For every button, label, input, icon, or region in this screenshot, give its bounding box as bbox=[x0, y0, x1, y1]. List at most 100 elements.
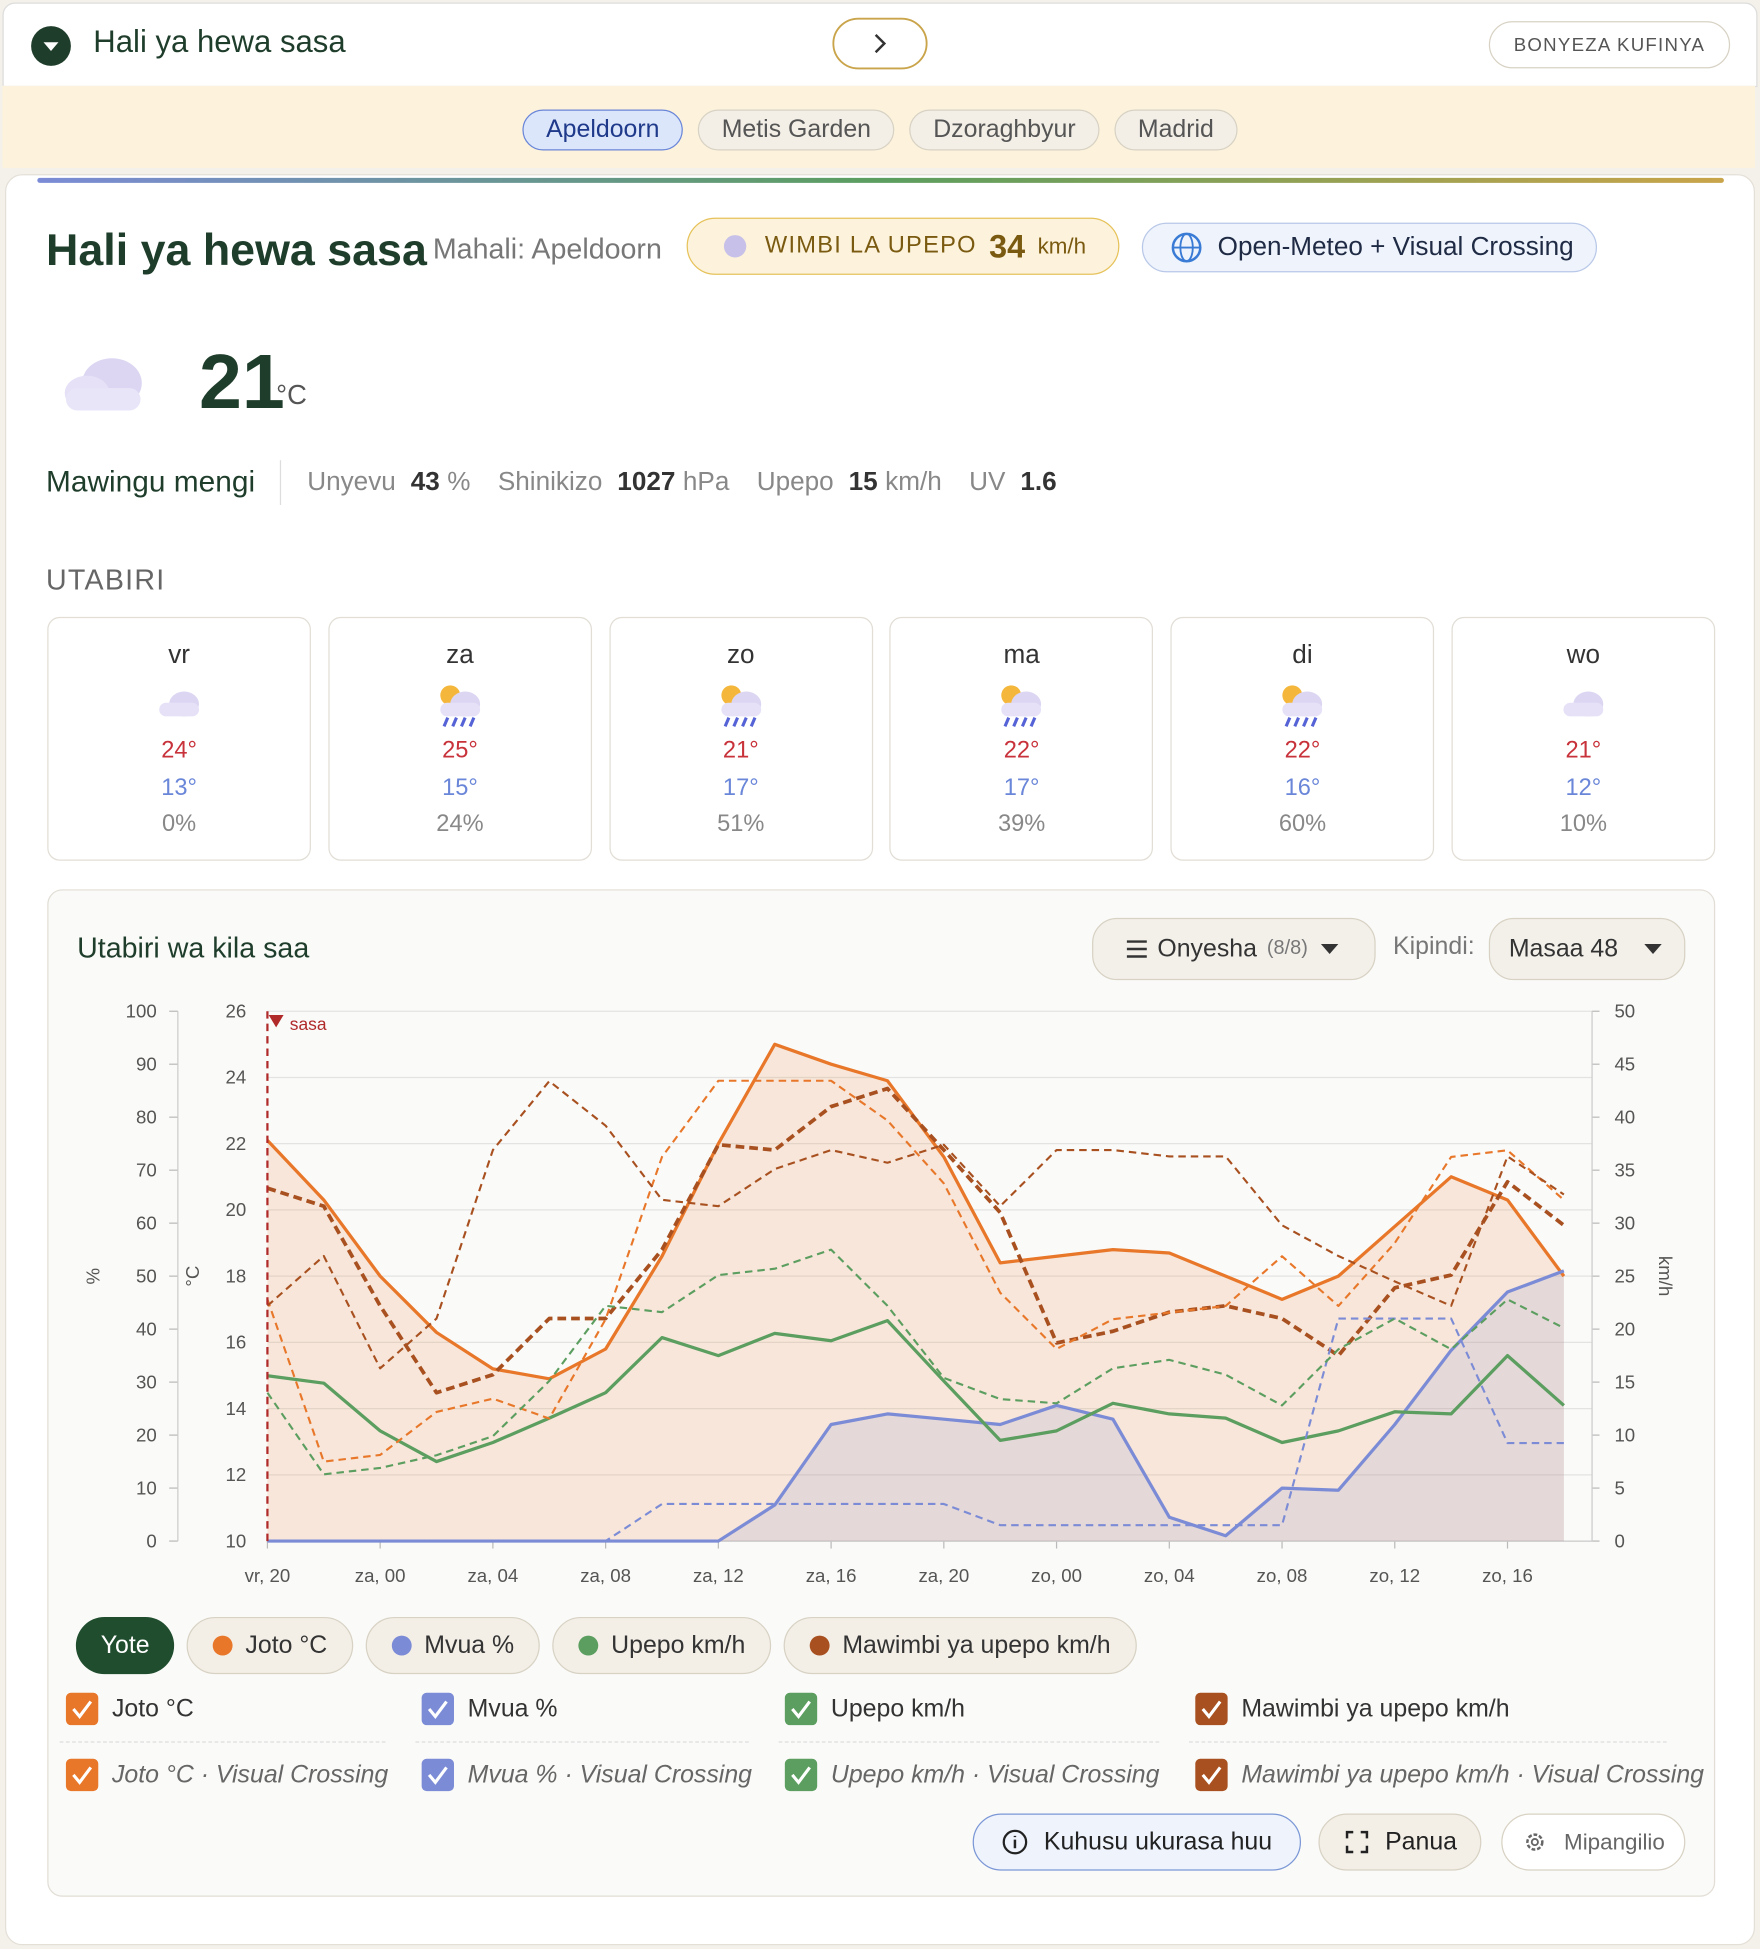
stat-unit: % bbox=[447, 467, 471, 497]
expand-icon bbox=[1345, 1830, 1368, 1854]
checkmark bbox=[427, 1766, 448, 1785]
day-icon bbox=[1282, 685, 1323, 727]
x-tick-label: zo, 00 bbox=[1031, 1565, 1082, 1586]
series-toggle[interactable]: Joto °C bbox=[65, 1692, 194, 1727]
filter-dot bbox=[578, 1635, 599, 1656]
series-toggle[interactable]: Mvua % bbox=[420, 1692, 558, 1727]
city-tab[interactable]: Dzoraghbyur bbox=[909, 109, 1100, 151]
x-tick-label: za, 16 bbox=[806, 1565, 857, 1586]
stat-value: 1.6 bbox=[1020, 467, 1057, 497]
y3-tick-label: 35 bbox=[1614, 1159, 1635, 1180]
checkbox[interactable] bbox=[65, 1692, 100, 1727]
series-toggle[interactable]: Upepo km/h · Visual Crossing bbox=[784, 1757, 1159, 1792]
stat-value: 43 bbox=[410, 467, 440, 497]
gust-badge: WIMBI LA UPEPO 34 km/h bbox=[686, 217, 1120, 275]
checkbox[interactable] bbox=[420, 1757, 455, 1792]
series-line bbox=[267, 1317, 1564, 1543]
action-label: Panua bbox=[1385, 1827, 1458, 1856]
forecast-card: za 25° 15° 24% bbox=[328, 616, 592, 861]
rain-drop bbox=[468, 717, 476, 727]
checkbox[interactable] bbox=[784, 1757, 819, 1792]
checkmark bbox=[1201, 1766, 1222, 1785]
series-toggle[interactable]: Mvua % · Visual Crossing bbox=[420, 1757, 752, 1792]
y-axis-title: % bbox=[83, 1268, 104, 1285]
filters: Yote Joto °C Mvua % Upepo km/h Mawimbi ya up… bbox=[75, 1616, 1137, 1675]
filter-all[interactable]: Yote bbox=[75, 1616, 175, 1675]
y3-tick-label: 50 bbox=[1614, 1000, 1635, 1021]
toggle-divider bbox=[778, 1741, 1160, 1743]
filter-label: Upepo km/h bbox=[611, 1631, 746, 1659]
y-tick-label: 80 bbox=[136, 1106, 157, 1127]
city-tab[interactable]: Madrid bbox=[1114, 109, 1238, 151]
show-label: Onyesha bbox=[1157, 934, 1257, 963]
period-select[interactable]: Masaa 48 bbox=[1488, 917, 1686, 981]
action-button[interactable]: Panua bbox=[1318, 1813, 1482, 1871]
x-tick-label: vr, 20 bbox=[245, 1565, 291, 1586]
list-icon bbox=[1126, 940, 1147, 958]
checkmark bbox=[72, 1700, 93, 1719]
series-toggle[interactable]: Joto °C · Visual Crossing bbox=[65, 1757, 388, 1792]
collapse-icon[interactable] bbox=[30, 25, 72, 67]
rain-drop bbox=[1302, 717, 1309, 727]
filter-pill[interactable]: Mawimbi ya upepo km/h bbox=[783, 1616, 1137, 1675]
city-tab[interactable]: Apeldoorn bbox=[522, 109, 684, 151]
y-tick-label: 30 bbox=[136, 1371, 157, 1392]
filter-label: Mawimbi ya upepo km/h bbox=[842, 1631, 1111, 1659]
y3-tick-label: 0 bbox=[1614, 1530, 1624, 1551]
gust-value: 34 bbox=[989, 226, 1026, 265]
now-triangle bbox=[268, 1014, 284, 1028]
next-button[interactable] bbox=[832, 17, 929, 70]
rain-drop bbox=[1030, 717, 1037, 727]
high-temp: 22° bbox=[1003, 737, 1040, 764]
rain-drop bbox=[1004, 717, 1011, 727]
forecast-card: di 22° 16° 60% bbox=[1170, 616, 1435, 861]
filter-pill[interactable]: Mvua % bbox=[365, 1616, 541, 1675]
day-icon bbox=[1001, 685, 1042, 727]
action-button[interactable]: Mipangilio bbox=[1501, 1813, 1686, 1871]
dropdown-arrow bbox=[1321, 944, 1339, 954]
x-tick-label: za, 04 bbox=[467, 1565, 518, 1586]
series-line bbox=[266, 1080, 1565, 1370]
y-tick-label: 0 bbox=[146, 1530, 156, 1551]
series-toggle[interactable]: Mawimbi ya upepo km/h · Visual Crossing bbox=[1194, 1757, 1704, 1792]
icon-part bbox=[1526, 1833, 1545, 1851]
menu-button[interactable]: BONYEZA KUFINYA bbox=[1488, 21, 1731, 69]
rain-drop bbox=[1311, 717, 1318, 727]
checkbox[interactable] bbox=[784, 1692, 819, 1727]
filter-dot bbox=[391, 1635, 412, 1656]
low-temp: 12° bbox=[1565, 774, 1602, 802]
x-tick-label: za, 08 bbox=[580, 1565, 631, 1586]
checkbox[interactable] bbox=[1194, 1692, 1229, 1727]
city-tab[interactable]: Metis Garden bbox=[698, 109, 895, 151]
precip: 60% bbox=[1278, 810, 1327, 838]
checkmark bbox=[791, 1766, 811, 1785]
series-toggle[interactable]: Mawimbi ya upepo km/h bbox=[1194, 1692, 1510, 1727]
series-line bbox=[266, 1248, 1565, 1476]
forecast-card: wo 21° 12° 10% bbox=[1451, 616, 1716, 861]
filter-pill[interactable]: Upepo km/h bbox=[552, 1616, 772, 1675]
checkbox[interactable] bbox=[420, 1692, 455, 1727]
stat-label: UV bbox=[969, 467, 1006, 497]
hourly-title: Utabiri wa kila saa bbox=[77, 931, 310, 964]
precip: 51% bbox=[717, 810, 765, 838]
filter-pill[interactable]: Joto °C bbox=[186, 1616, 354, 1675]
day: wo bbox=[1566, 640, 1601, 670]
checkbox[interactable] bbox=[1194, 1757, 1229, 1792]
stat: Shinikizo 1027 hPa bbox=[498, 468, 730, 498]
day: zo bbox=[727, 640, 755, 670]
show-button[interactable]: Onyesha (8/8) bbox=[1092, 917, 1376, 981]
source: Open-Meteo + Visual Crossing bbox=[1217, 232, 1574, 262]
checkbox[interactable] bbox=[65, 1757, 100, 1792]
toggle-label: Upepo km/h bbox=[830, 1694, 965, 1723]
series-toggle[interactable]: Upepo km/h bbox=[784, 1692, 965, 1727]
day: za bbox=[446, 640, 474, 670]
period-label: Kipindi: bbox=[1393, 932, 1475, 961]
action-button[interactable]: Kuhusu ukurasa huu bbox=[972, 1813, 1302, 1871]
x-tick-label: za, 00 bbox=[355, 1565, 406, 1586]
filter-dot bbox=[809, 1635, 830, 1656]
x-tick-label: zo, 16 bbox=[1482, 1565, 1533, 1586]
app-title: Hali ya hewa sasa bbox=[93, 24, 346, 60]
toggle-divider bbox=[59, 1741, 386, 1743]
weather-icon bbox=[64, 358, 142, 411]
